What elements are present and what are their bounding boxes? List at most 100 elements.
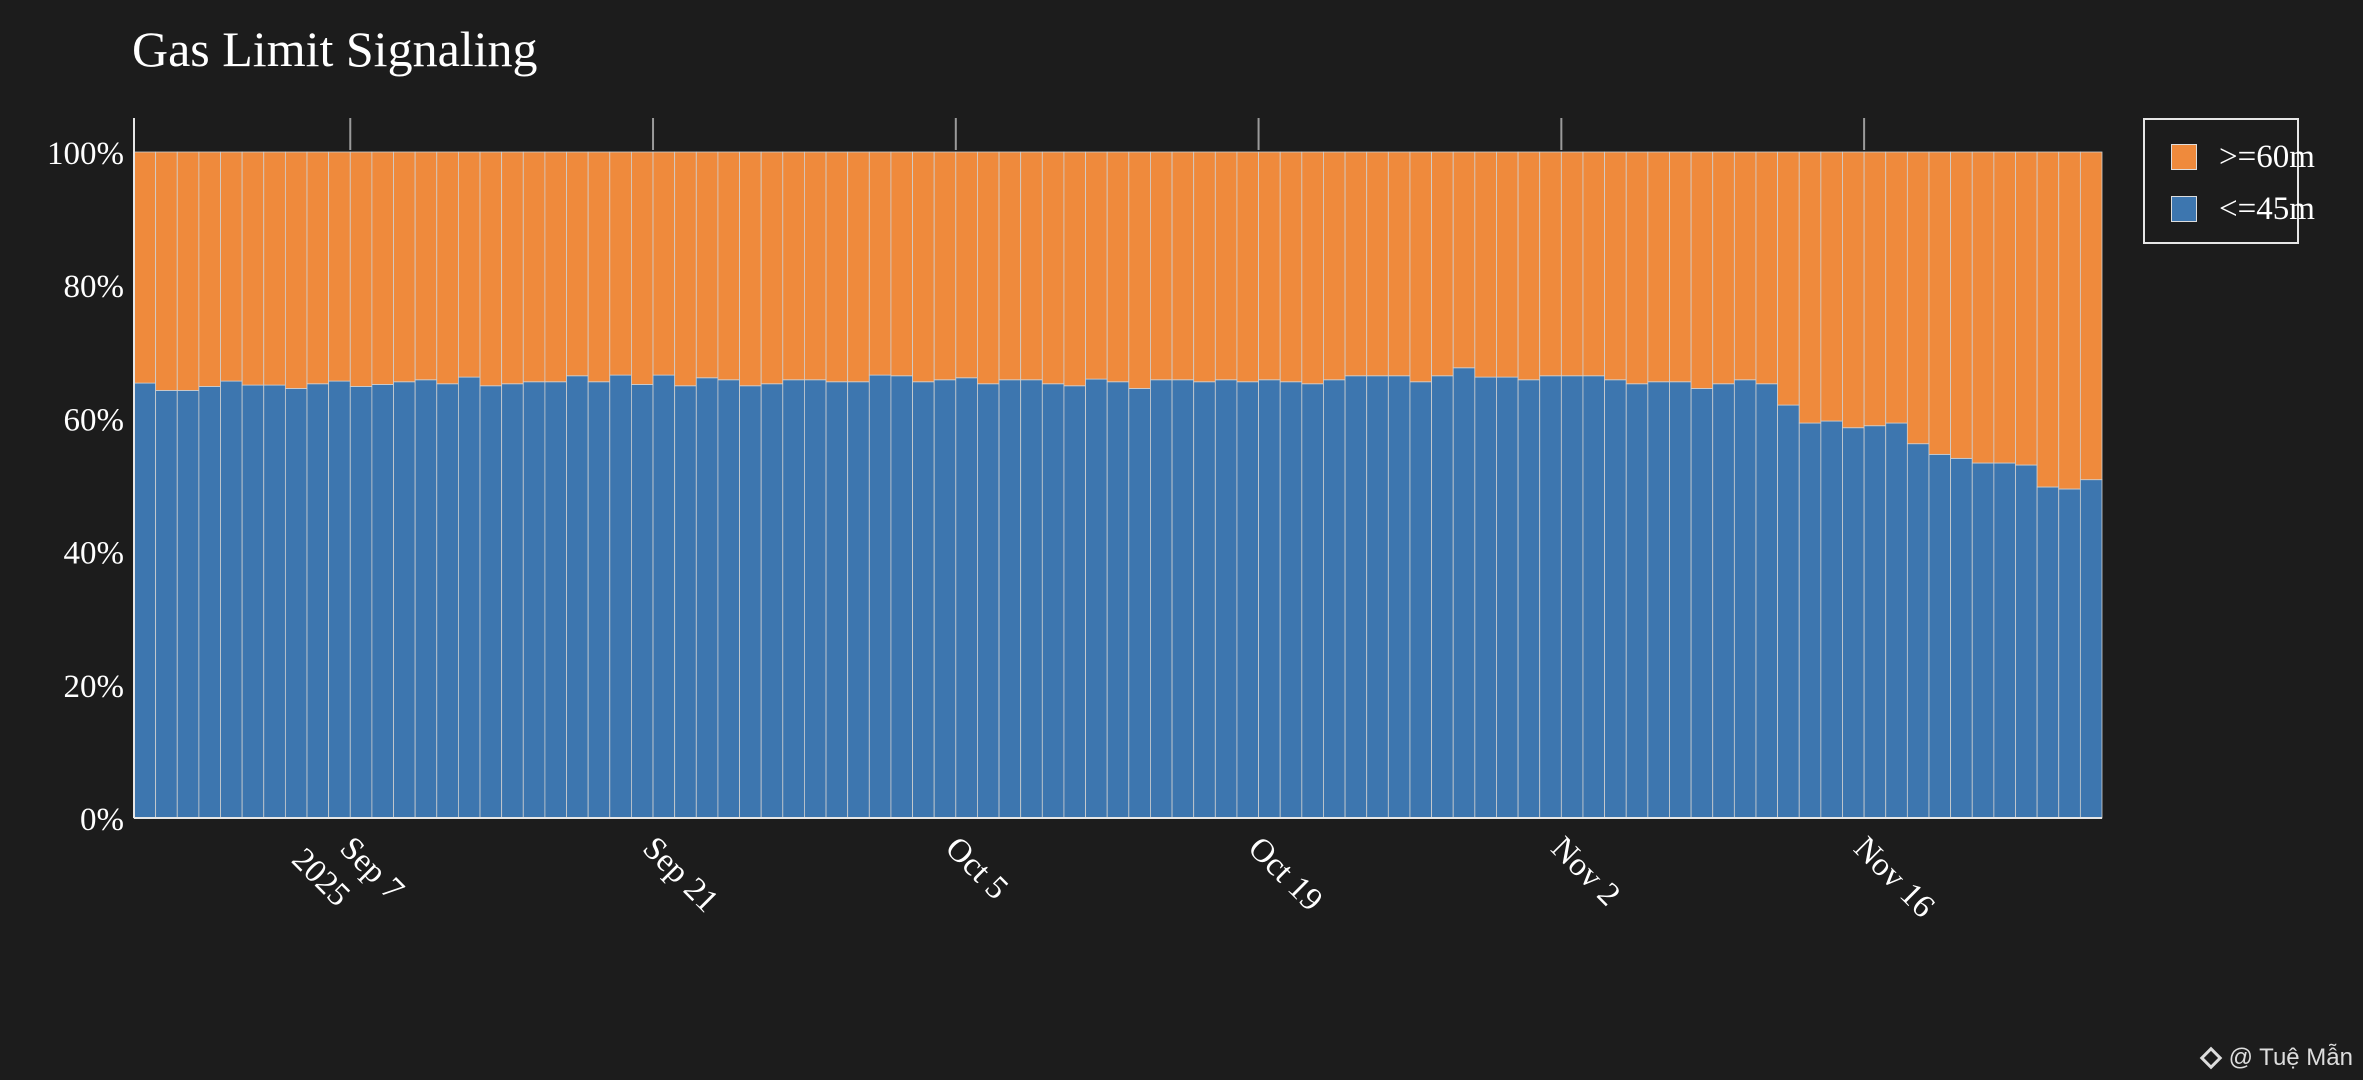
bar-high (1452, 151, 1476, 369)
bar-low (1885, 422, 1908, 819)
bar-low (890, 375, 913, 819)
bar-high (436, 151, 459, 385)
bar-high (1755, 151, 1779, 385)
bar-low (1409, 381, 1432, 819)
bar-high (1733, 151, 1757, 381)
bar-high (695, 151, 719, 379)
legend-swatch-low (2171, 196, 2197, 222)
bar-high (220, 151, 243, 382)
bar-low (695, 377, 719, 819)
bar-high (717, 151, 740, 381)
y-tick-label: 80% (64, 269, 125, 305)
bar-low (1842, 427, 1865, 819)
bar-low (306, 383, 330, 819)
bar-high (1971, 151, 1995, 464)
bar-high (1625, 151, 1649, 385)
bar-high (1517, 151, 1541, 381)
bar-high (1106, 151, 1130, 383)
x-tick-label: Nov 16 (1847, 830, 1942, 925)
legend-label-high: >=60m (2219, 138, 2315, 175)
bar-low (955, 377, 978, 819)
bar-low (1474, 376, 1497, 819)
bar-low (782, 379, 805, 819)
bar-low (155, 390, 178, 819)
bar-high (2036, 151, 2060, 488)
bar-low (393, 381, 416, 819)
bar-high (868, 151, 892, 376)
brand-diamond-icon (2199, 1046, 2222, 1070)
bar-high (457, 151, 481, 378)
x-tick-label-group: Oct 5 (938, 830, 1015, 907)
bar-high (587, 151, 611, 383)
bar-high (501, 151, 524, 385)
bar-low (220, 380, 243, 819)
bar-low (587, 381, 611, 819)
bar-low (328, 380, 351, 819)
legend[interactable]: >=60m <=45m (2143, 118, 2315, 244)
x-tick-label: Oct 5 (938, 830, 1015, 907)
bar-low (2079, 479, 2103, 819)
bar-high (825, 151, 849, 383)
bar-high (2079, 151, 2103, 481)
bar-high (133, 151, 157, 384)
bar-high (1777, 151, 1800, 406)
bar-low (1214, 379, 1238, 819)
bar-low (371, 384, 394, 819)
legend-item-low[interactable]: <=45m (2171, 191, 2315, 227)
bar-low (198, 386, 221, 819)
legend-swatch-high (2171, 144, 2197, 170)
bar-high (1906, 151, 1930, 445)
bar-low (847, 381, 870, 819)
bar-low (998, 379, 1022, 819)
bar-low (1323, 379, 1346, 819)
bar-low (2036, 486, 2060, 819)
bar-high (198, 151, 221, 387)
bar-low (1928, 453, 1952, 819)
bar-high (1020, 151, 1043, 381)
bar-high (1798, 151, 1822, 424)
bar-low (1647, 381, 1670, 819)
bar-low (349, 386, 373, 819)
bar-low (1690, 388, 1714, 819)
bar-high (1820, 151, 1843, 422)
bar-high (1950, 151, 1973, 459)
watermark: @ Tuệ Mẫn (2199, 1044, 2353, 1072)
bar-high (1604, 151, 1627, 381)
bar-low (457, 376, 481, 819)
x-tick-label-group: Nov 16 (1847, 830, 1942, 925)
bar-low (804, 379, 827, 819)
bar-low (1906, 443, 1930, 819)
bar-low (825, 381, 849, 819)
bar-high (1041, 151, 1065, 385)
bar-low (1820, 420, 1843, 819)
bar-low (1301, 383, 1324, 819)
bar-high (1582, 151, 1605, 377)
bar-high (1474, 151, 1497, 378)
bar-low (1193, 381, 1216, 819)
bar-high (1085, 151, 1108, 380)
bar-low (739, 385, 762, 819)
bar-high (1496, 151, 1519, 378)
bar-low (1669, 381, 1692, 819)
bar-low (479, 385, 503, 819)
bar-high (890, 151, 913, 377)
legend-item-high[interactable]: >=60m (2171, 139, 2315, 175)
bar-low (176, 390, 200, 819)
x-tick-label-group: Sep 21 (635, 830, 725, 920)
bar-low (1236, 381, 1259, 819)
bar-high (176, 151, 200, 391)
bar-low (1344, 375, 1368, 819)
bar-low (933, 379, 957, 819)
bar-low (436, 383, 459, 819)
bar-high (1863, 151, 1887, 427)
bar-low (1798, 422, 1822, 819)
bar-low (1279, 381, 1303, 819)
bar-high (241, 151, 265, 386)
bar-high (393, 151, 416, 383)
bar-high (566, 151, 589, 377)
bar-high (1150, 151, 1173, 381)
bar-high (1344, 151, 1368, 377)
y-tick-label: 0% (80, 802, 124, 838)
x-tick-label-group: Nov 2 (1544, 830, 1627, 913)
bar-low (609, 374, 632, 819)
